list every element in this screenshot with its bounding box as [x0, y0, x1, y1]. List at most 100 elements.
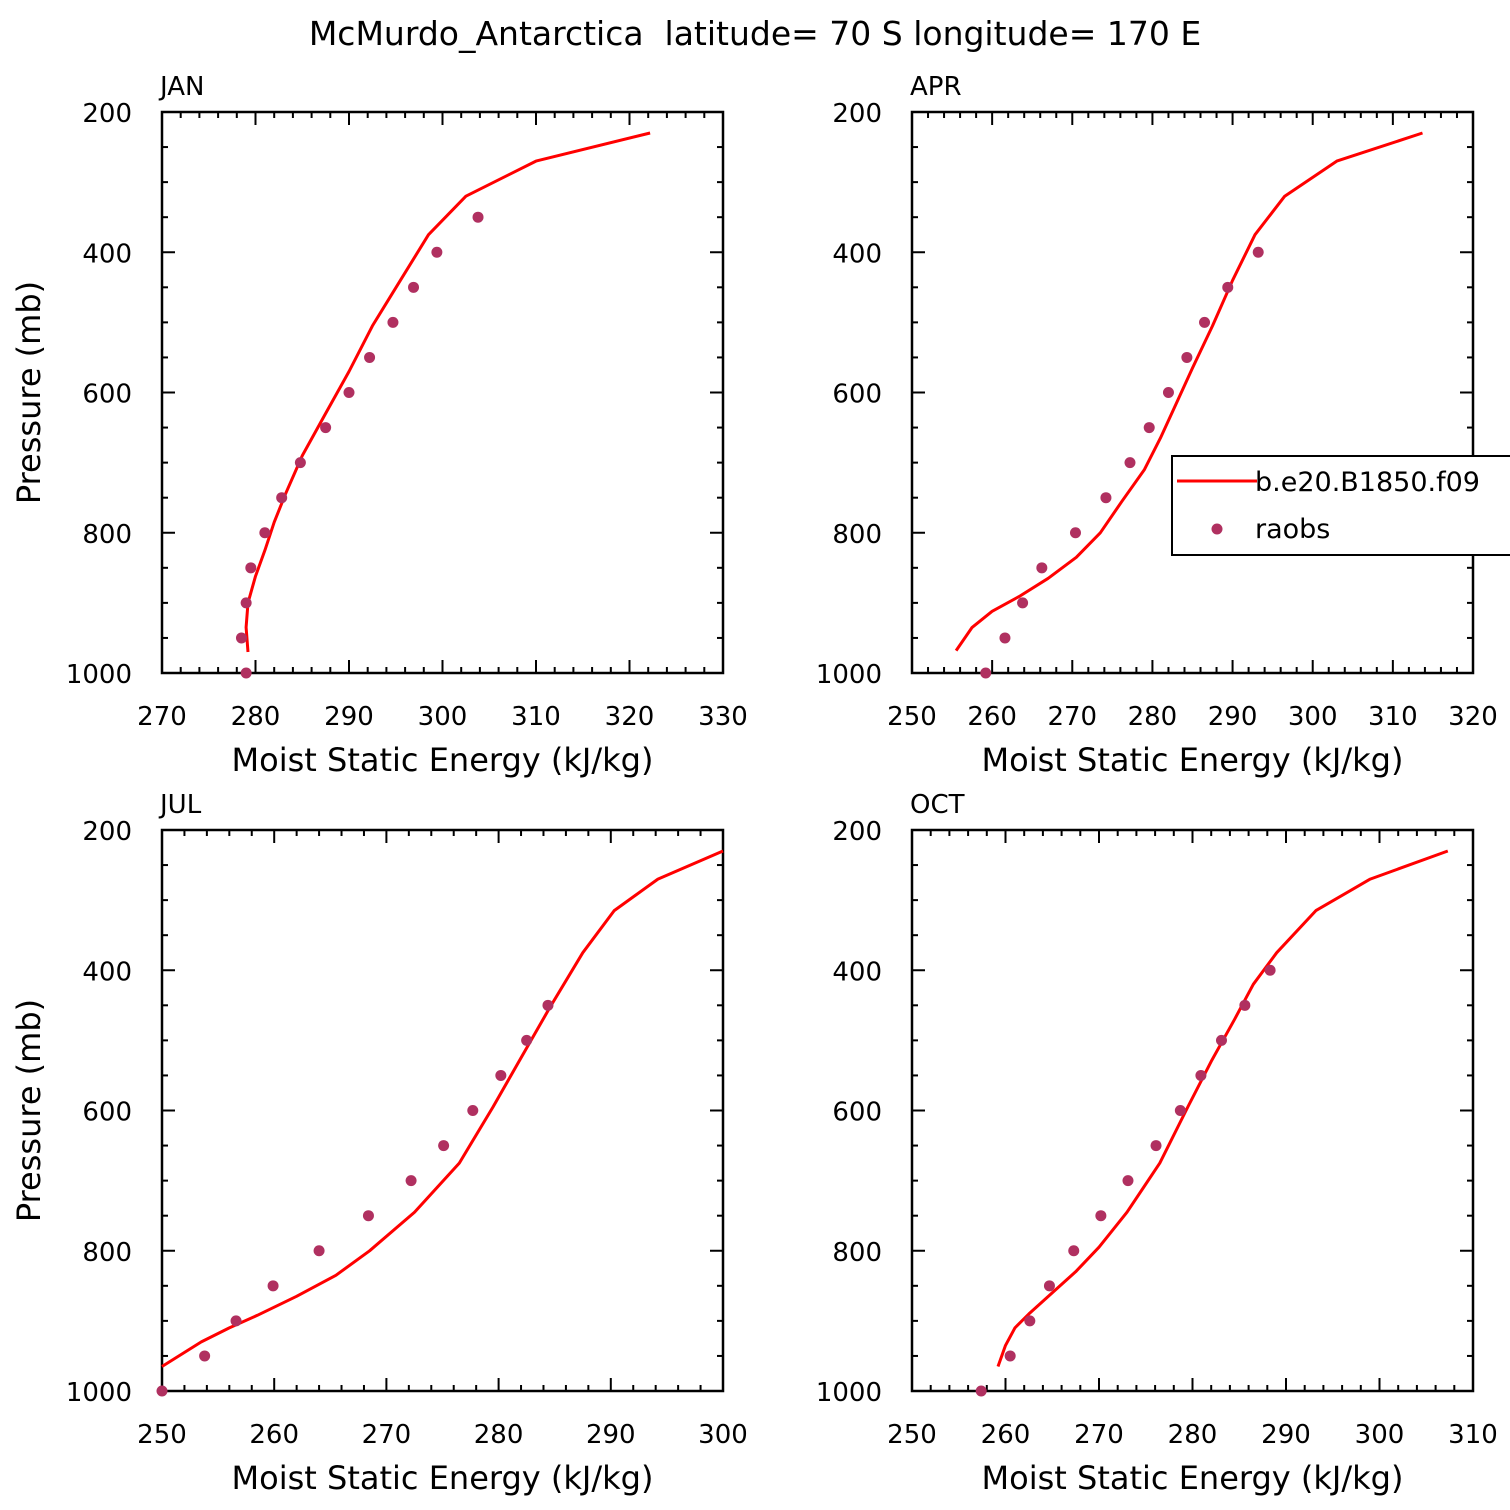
legend-label-obs: raobs — [1255, 514, 1330, 545]
y-tick-label: 200 — [82, 817, 132, 847]
panel-apr: 250 260 270 280 290 300 310 320 200 400 600 800 1000… — [816, 72, 1498, 779]
raobs-point — [230, 1315, 242, 1327]
y-tick-label: 1000 — [816, 1378, 882, 1408]
raobs-point — [387, 316, 399, 328]
raobs-point — [1124, 457, 1136, 469]
raobs-point — [276, 492, 288, 504]
raobs-point — [975, 1385, 987, 1397]
panel-label-jan: JAN — [158, 72, 204, 102]
raobs-point — [431, 246, 443, 258]
raobs-point — [1036, 562, 1048, 574]
raobs-point — [1068, 1245, 1080, 1257]
x-tick-label: 270 — [1047, 702, 1097, 732]
raobs-point — [408, 281, 420, 293]
legend-box — [1171, 455, 1510, 556]
x-axis-label: Moist Static Energy (kJ/kg) — [982, 741, 1404, 779]
panel-oct: 250 260 270 280 290 300 310 200 400 600 800 1000 OCT… — [816, 790, 1498, 1497]
raobs-point — [1222, 281, 1234, 293]
y-tick-label: 400 — [832, 239, 882, 269]
y-tick-label: 1000 — [816, 660, 882, 690]
x-tick-label: 310 — [511, 702, 561, 732]
panel-jan: 270 280 290 300 310 320 330 200 400 600 800 1000 JAN… — [10, 72, 748, 779]
raobs-point — [980, 667, 992, 679]
raobs-point — [235, 632, 247, 644]
y-tick-label: 200 — [832, 817, 882, 847]
panel-label-apr: APR — [910, 72, 962, 102]
raobs-point — [1239, 999, 1251, 1011]
raobs-point — [259, 527, 271, 539]
x-tick-label: 260 — [249, 1420, 299, 1450]
raobs-point — [521, 1034, 533, 1046]
y-tick-label: 800 — [832, 1238, 882, 1268]
panels-group: 270 280 290 300 310 320 330 200 400 600 800 1000 JAN… — [10, 72, 1498, 1497]
raobs-point — [343, 387, 355, 398]
model-profile-line — [161, 849, 724, 1368]
x-tick-label: 280 — [1168, 1420, 1218, 1450]
raobs-point — [1215, 1034, 1227, 1046]
x-tick-label: 320 — [605, 702, 655, 732]
y-tick-label: 800 — [82, 1238, 132, 1268]
x-axis-label: Moist Static Energy (kJ/kg) — [232, 1459, 654, 1497]
y-axis-label: Pressure (mb) — [10, 281, 48, 504]
raobs-point — [1004, 1350, 1016, 1362]
x-tick-label: 280 — [231, 702, 281, 732]
raobs-point — [313, 1245, 325, 1257]
y-tick-label: 1000 — [66, 660, 132, 690]
y-tick-label: 200 — [82, 99, 132, 129]
x-tick-label: 280 — [1128, 702, 1178, 732]
raobs-point — [1043, 1280, 1055, 1292]
x-tick-label: 290 — [1261, 1420, 1311, 1450]
raobs-point — [1162, 387, 1174, 398]
x-tick-label: 300 — [418, 702, 468, 732]
raobs-point — [1100, 492, 1112, 504]
raobs-point — [156, 1385, 168, 1397]
raobs-point — [364, 351, 376, 363]
panel-label-oct: OCT — [910, 790, 965, 820]
raobs-point — [1069, 527, 1081, 539]
x-tick-label: 270 — [137, 702, 187, 732]
raobs-point — [320, 422, 332, 434]
x-axis-label: Moist Static Energy (kJ/kg) — [232, 741, 654, 779]
model-profile-line — [954, 131, 1423, 652]
y-tick-label: 600 — [832, 380, 882, 410]
x-tick-label: 320 — [1448, 702, 1498, 732]
figure-title: McMurdo_Antarctica latitude= 70 S longit… — [309, 14, 1201, 53]
x-tick-label: 310 — [1368, 702, 1418, 732]
raobs-point — [1195, 1069, 1207, 1081]
x-axis-label: Moist Static Energy (kJ/kg) — [982, 1459, 1404, 1497]
x-tick-label: 250 — [137, 1420, 187, 1450]
y-tick-label: 400 — [82, 957, 132, 987]
raobs-point — [199, 1350, 211, 1362]
x-tick-label: 260 — [967, 702, 1017, 732]
y-tick-label: 800 — [82, 520, 132, 550]
raobs-point — [467, 1105, 479, 1116]
x-tick-label: 250 — [887, 702, 937, 732]
raobs-point — [438, 1140, 450, 1152]
raobs-point — [362, 1210, 374, 1222]
raobs-point — [1024, 1315, 1036, 1327]
model-profile-line — [244, 131, 651, 653]
x-tick-label: 300 — [1355, 1420, 1405, 1450]
raobs-point — [495, 1069, 507, 1081]
x-tick-label: 270 — [1074, 1420, 1124, 1450]
y-tick-label: 800 — [832, 520, 882, 550]
raobs-point — [1095, 1210, 1107, 1222]
raobs-point — [245, 562, 257, 574]
raobs-point — [240, 667, 252, 679]
y-tick-label: 600 — [832, 1098, 882, 1128]
y-tick-label: 400 — [832, 957, 882, 987]
raobs-point — [1252, 246, 1264, 258]
y-axis-label: Pressure (mb) — [10, 999, 48, 1222]
x-tick-label: 290 — [1208, 702, 1258, 732]
raobs-point — [1122, 1175, 1134, 1187]
raobs-point — [1264, 964, 1276, 976]
legend-label-model: b.e20.B1850.f09 — [1255, 467, 1480, 498]
x-tick-label: 250 — [887, 1420, 937, 1450]
x-tick-label: 260 — [981, 1420, 1031, 1450]
y-tick-label: 600 — [82, 380, 132, 410]
raobs-point — [405, 1175, 417, 1187]
y-tick-label: 400 — [82, 239, 132, 269]
y-tick-label: 1000 — [66, 1378, 132, 1408]
raobs-point — [472, 211, 484, 223]
